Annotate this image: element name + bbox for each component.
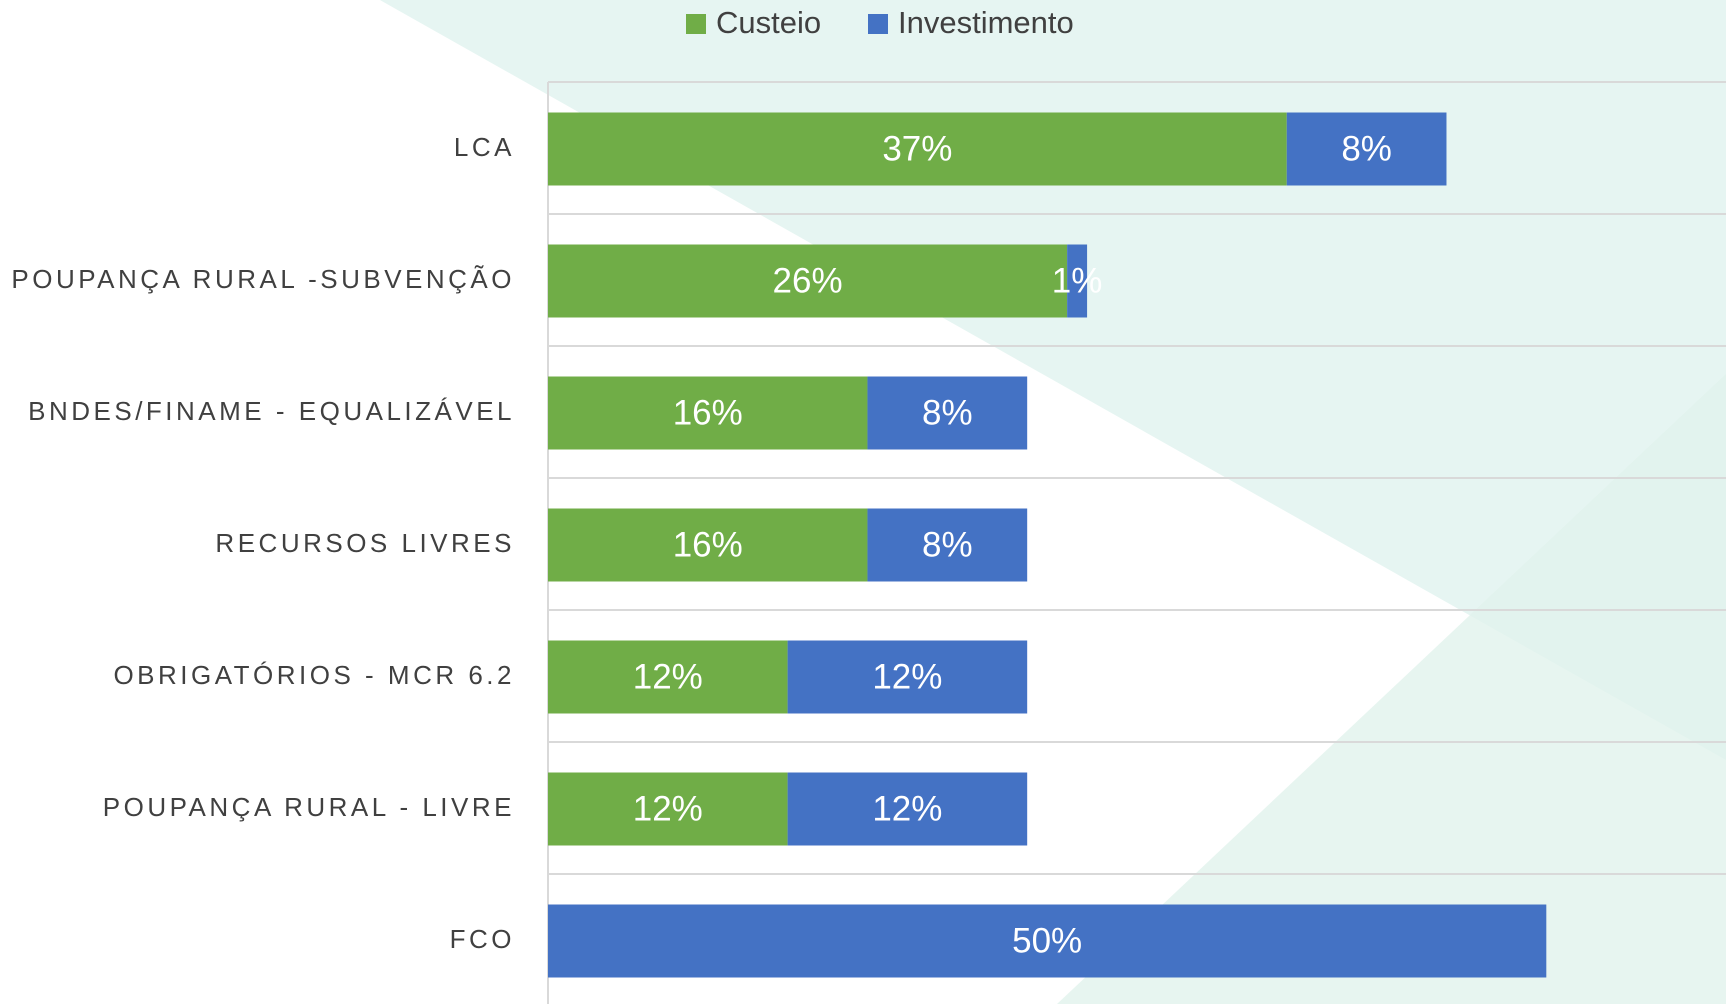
value-label: 8% — [922, 525, 973, 564]
category-label: RECURSOS LIVRES — [215, 528, 515, 558]
bar-segment — [867, 376, 1028, 450]
value-label: 1% — [1052, 261, 1103, 300]
bar-segment — [548, 112, 1287, 186]
bar-segment — [1067, 244, 1088, 318]
category-label: FCO — [450, 924, 515, 954]
bar-segment — [867, 508, 1028, 582]
bar-segment — [548, 508, 868, 582]
value-label: 8% — [922, 393, 973, 432]
value-label: 12% — [633, 657, 703, 696]
value-label: 16% — [673, 393, 743, 432]
value-label: 50% — [1012, 921, 1082, 960]
bar-segment — [787, 640, 1028, 714]
legend-label: Investimento — [898, 5, 1074, 40]
value-label: 12% — [872, 657, 942, 696]
legend-swatch — [868, 14, 888, 34]
category-label: BNDES/FINAME - EQUALIZÁVEL — [28, 396, 515, 426]
bar-segment — [548, 772, 788, 846]
bar-segment — [548, 904, 1547, 978]
category-label: OBRIGATÓRIOS - MCR 6.2 — [113, 660, 515, 690]
category-label: POUPANÇA RURAL - LIVRE — [103, 792, 515, 822]
background-shape — [1057, 374, 1726, 1004]
background-shape — [380, 0, 1726, 760]
value-label: 12% — [872, 789, 942, 828]
legend-swatch — [686, 14, 706, 34]
value-label: 16% — [673, 525, 743, 564]
bar-segment — [548, 376, 868, 450]
category-label: LCA — [454, 132, 515, 162]
bar-segment — [548, 640, 788, 714]
legend-label: Custeio — [716, 5, 821, 40]
value-label: 8% — [1341, 129, 1392, 168]
bar-segment — [1286, 112, 1447, 186]
value-label: 26% — [773, 261, 843, 300]
value-label: 12% — [633, 789, 703, 828]
bar-segment — [548, 244, 1068, 318]
category-label: POUPANÇA RURAL -SUBVENÇÃO — [11, 264, 515, 294]
value-label: 37% — [882, 129, 952, 168]
bar-segment — [787, 772, 1028, 846]
